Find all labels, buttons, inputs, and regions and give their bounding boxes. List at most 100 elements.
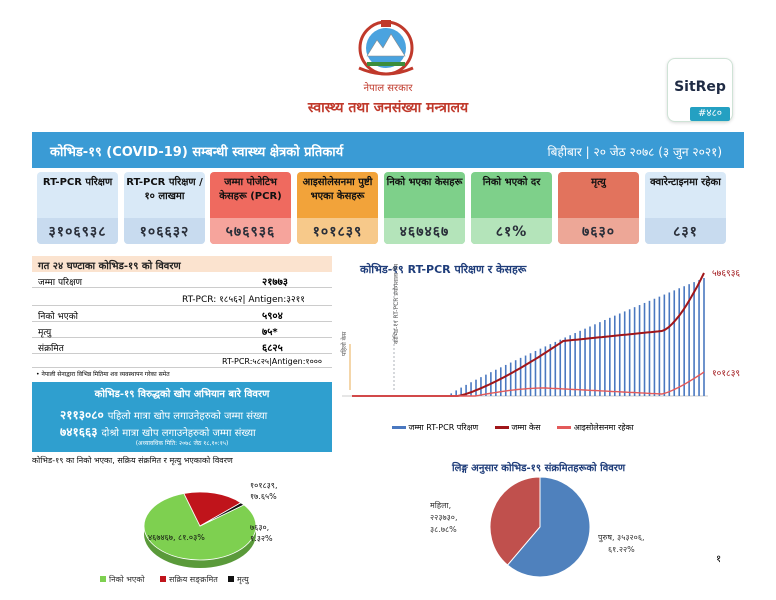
banner-date: बिहीबार | २० जेठ २०७८ (३ जुन २०२१) [547,145,723,159]
daily-title: गत २४ घण्टाका कोभिड-१९ को विवरण [32,256,332,272]
stat-bar [471,218,552,244]
stat-bar [384,218,465,244]
pie-label: १.३२% [250,534,273,543]
stat-value: ८३१ [673,224,698,240]
infected-breakdown: RT-PCR:५८२५|Antigen:१००० [222,357,323,366]
stat-label: मृत्यु [591,177,606,188]
pie-label: पुरुष, ३५३२०६, [598,533,645,543]
tests-value: २१७७३ [262,277,288,288]
daily-note: • नेपाली सेनाद्वारा विभिन्न मितिमा शव व्… [36,371,170,378]
vaccine-title: कोभिड-१९ विरुद्धको खोप अभियान बारे विवरण [94,389,270,400]
table-row: RT-PCR: १८५६२| Antigen:३२११ [32,288,332,306]
stat-bar [645,218,726,244]
stat-label: RT-PCR परिक्षण /१० लाखमा [126,177,203,202]
table-row: RT-PCR:५८२५|Antigen:१००० [32,354,332,368]
deaths-label: मृत्यु [38,328,52,338]
page-number: १ [716,554,722,565]
banner-title: कोभिड-१९ (COVID-19) सम्बन्धी स्वास्थ्य क… [50,145,344,160]
chart-legend: जम्मा RT-PCR परिक्षण जम्मा केस आइसोलेसनम… [392,422,634,433]
stat-card: जम्मा पोजेटिभ केसहरू (PCR) ५७६९३६ [210,172,291,244]
stat-card: RT-PCR परिक्षण /१० लाखमा १०६६३२ [124,172,205,244]
pie-label: १७.६५% [250,492,277,501]
tests-label: जम्मा परिक्षण [38,278,83,288]
stat-value: १०६६३२ [139,224,190,240]
cases-line [352,272,705,397]
stat-label: RT-PCR परिक्षण [42,177,113,188]
legend-label: निको भएको [109,574,145,584]
pie-label: ३८.७८% [430,525,457,534]
second-dose-value: ७४१६६३ [60,425,98,439]
vaccination-box: कोभिड-१९ विरुद्धको खोप अभियान बारे विवरण… [32,382,332,452]
legend-swatch [228,576,234,582]
pie-slice [506,476,591,578]
infected-value: ६८२५ [262,343,283,354]
table-row: जम्मा परिक्षण २१७७३ [32,272,332,288]
stat-bar [37,218,118,244]
stat-value: १०१८३९ [312,224,363,240]
outcome-pie-chart: ४६७४६७, ८१.०३% १०१८३९, १७.६५% ७६३०, १.३२% निक… [100,481,278,585]
government-name: नेपाल सरकार [363,83,413,94]
stat-value: ४६७४६७ [399,224,450,240]
table-row: निको भएको ५९०४ [32,306,332,322]
legend-swatch [494,426,509,429]
legend-swatch [100,576,106,582]
first-dose-value: २११३०८० [60,408,104,422]
legend-label: सक्रिय सङ्क्रमित [169,574,218,585]
legend-isolation: आइसोलेसनमा रहेका [573,423,634,432]
stat-card: क्वारेन्टाइनमा रहेका ८३१ [645,172,726,244]
vaccine-note: (अध्यावधिक मिति: २०७८ जेठ १८,१०:१५) [135,440,229,447]
pie-label: ६१.२२% [608,545,635,554]
gender-pie-chart: महिला, २२३७३०, ३८.७८% पुरुष, ३५३२०६, ६१.२२% [430,476,645,578]
stat-bar [297,218,378,244]
annotation-label: कोभिड-१९ RT-PCR प्रयोगशाला विस्तार [392,264,400,344]
stat-value: ७६३० [581,224,616,240]
pie-label: ४६७४६७, ८१.०३% [148,533,205,542]
table-row: • नेपाली सेनाद्वारा विभिन्न मितिमा शव व्… [32,368,332,382]
stat-label: निको भएको दर [482,177,541,188]
legend-swatch [392,426,406,429]
pie-slice [143,492,257,561]
stat-label: जम्मा पोजेटिभ केसहरू (PCR) [219,177,282,202]
stat-bar [210,218,291,244]
ministry-name: स्वास्थ्य तथा जनसंख्या मन्त्रालय [307,100,469,116]
annotation-label: पहिलो केस [340,331,348,356]
stat-bar [124,218,205,244]
end-label: १०१८३९ [712,369,740,379]
infected-label: संक्रमित [38,344,64,354]
stat-bar [558,218,639,244]
first-dose-label: पहिलो मात्रा खोप लगाउनेहरुको जम्मा संख्य… [107,411,268,422]
stat-value: ८१% [495,224,528,240]
stat-value: ३१०६९३८ [48,224,107,240]
gender-pie-title: लिङ्ग अनुसार कोभिड-१९ संक्रमितहरूको विवर… [452,463,626,474]
legend-cases: जम्मा केस [511,423,541,432]
tests-cases-chart: पहिलो केस कोभिड-१९ RT-PCR प्रयोगशाला विस्… [340,264,740,397]
table-row: मृत्यु ७५* [32,322,332,338]
legend-label: मृत्यु [237,575,250,585]
pie-slice [183,491,242,527]
pie-label: २२३७३०, [430,513,458,522]
sitrep-number: #४८० [690,107,730,121]
stat-label: निको भएका केसहरू [386,177,463,188]
sitrep-badge: SitRep #४८० [667,58,733,122]
pie-label: ७६३०, [250,523,269,532]
daily-summary-table: गत २४ घण्टाका कोभिड-१९ को विवरण जम्मा पर… [32,256,332,380]
table-row: संक्रमित ६८२५ [32,338,332,354]
tests-breakdown: RT-PCR: १८५६२| Antigen:३२११ [182,295,305,305]
stat-value: ५७६९३६ [225,224,276,240]
pie-slice [199,502,245,527]
outcome-pie-title: कोभिड-१९ का निको भएका, सक्रिय संक्रमित र… [32,456,233,465]
stat-label: आइसोलेसनमा पुष्टी भएका केसहरू [302,177,373,202]
stat-card: निको भएका केसहरू ४६७४६७ [384,172,465,244]
isolation-line [352,371,705,397]
recovered-value: ५९०४ [262,311,283,322]
recovered-label: निको भएको [38,312,78,322]
chart-title: कोभिड-१९ RT-PCR परिक्षण र केसहरू [360,263,527,276]
legend-tests: जम्मा RT-PCR परिक्षण [408,423,479,432]
stat-card: मृत्यु ७६३० [558,172,639,244]
stat-card: RT-PCR परिक्षण ३१०६९३८ [37,172,118,244]
sitrep-label: SitRep [674,79,726,95]
stat-card: आइसोलेसनमा पुष्टी भएका केसहरू १०१८३९ [297,172,378,244]
legend-swatch [557,426,572,429]
second-dose-label: दोश्रो मात्रा खोप लगाउनेहरुको जम्मा संख्… [101,428,256,439]
deaths-value: ७५* [262,327,278,338]
